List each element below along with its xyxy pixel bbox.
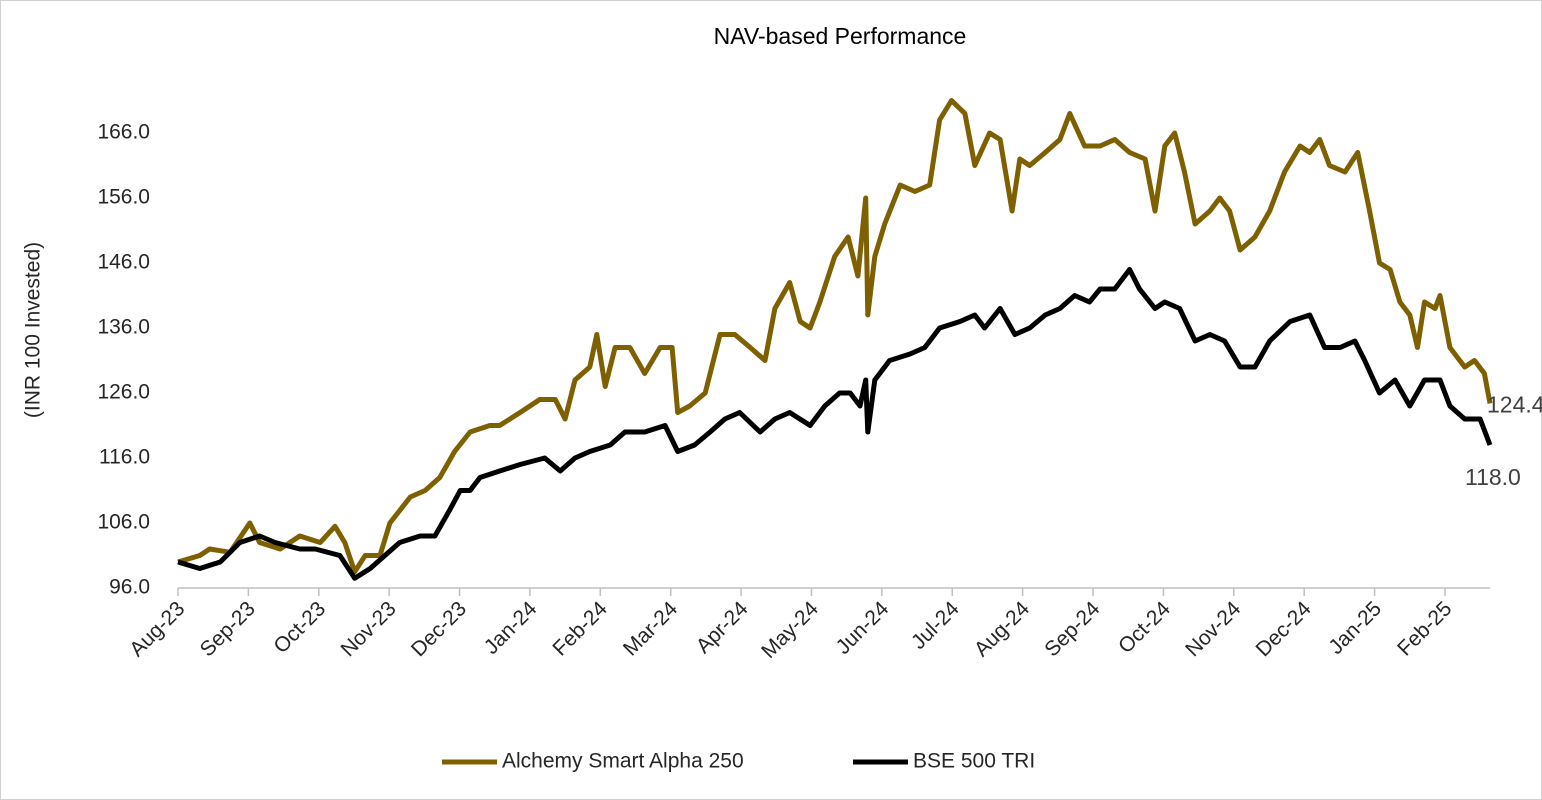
y-tick-label: 146.0: [97, 251, 150, 274]
y-tick-label: 96.0: [109, 576, 150, 599]
end-label: 118.0: [1465, 464, 1521, 490]
y-tick-label: 136.0: [97, 316, 150, 339]
legend-label: Alchemy Smart Alpha 250: [502, 750, 744, 773]
chart-title: NAV-based Performance: [714, 23, 967, 49]
y-tick-label: 106.0: [97, 511, 150, 534]
y-tick-label: 166.0: [97, 121, 150, 144]
end-label: 124.4: [1487, 391, 1542, 417]
y-axis-label: (INR 100 Invested): [22, 242, 45, 418]
series-line: [177, 98, 1493, 575]
series-line: [177, 267, 1493, 581]
legend-label: BSE 500 TRI: [913, 750, 1035, 773]
y-tick-label: 156.0: [97, 186, 150, 209]
y-tick-label: 126.0: [97, 381, 150, 404]
y-tick-label: 116.0: [99, 446, 150, 469]
